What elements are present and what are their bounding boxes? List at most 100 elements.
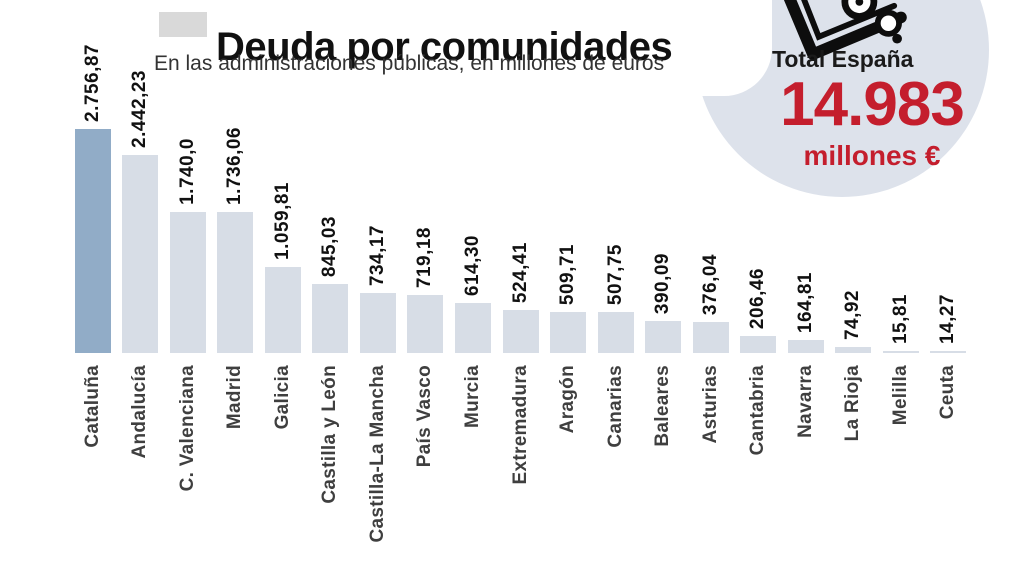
bar-value-label: 74,92 [842, 289, 864, 340]
bar-column: 1.736,06 [212, 127, 260, 353]
bar [502, 310, 539, 353]
bar-value-label: 507,75 [604, 243, 626, 305]
category-label: Cantabria [747, 365, 769, 456]
bar-value-label: 1.736,06 [224, 127, 246, 205]
bar [407, 295, 444, 353]
bar [312, 284, 349, 353]
category-label: Canarias [604, 365, 626, 448]
page-title: Deuda por comunidades [216, 24, 673, 69]
bar [740, 336, 777, 353]
bar-value-label: 1.740,0 [176, 138, 198, 205]
bar-value-label: 524,41 [509, 241, 531, 303]
category-label: Extremadura [509, 365, 531, 485]
bar-value-label: 719,18 [414, 226, 436, 288]
bar-value-label: 15,81 [889, 293, 911, 344]
bar [169, 212, 206, 353]
bar-column: 15,81 [877, 129, 925, 353]
total-unit: millones € [803, 140, 941, 171]
bar-value-label: 509,71 [557, 243, 579, 305]
bar [264, 267, 301, 353]
category-column: Madrid [212, 365, 260, 575]
category-column: La Rioja [830, 365, 878, 575]
bar-column: 164,81 [782, 129, 830, 353]
wallet-coins-icon [783, 0, 907, 60]
bar-column: 390,09 [639, 129, 687, 353]
category-label: Asturias [699, 365, 721, 444]
category-column: Castilla-La Mancha [354, 365, 402, 575]
category-label: Andalucía [129, 365, 151, 459]
category-column: Navarra [782, 365, 830, 575]
category-label: Castilla y León [319, 365, 341, 504]
category-label: Murcia [462, 365, 484, 429]
category-label: C. Valenciana [176, 365, 198, 492]
bar-value-label: 206,46 [747, 267, 769, 329]
bar-value-label: 845,03 [319, 215, 341, 277]
bar [645, 321, 682, 353]
bar [882, 351, 919, 353]
category-column: País Vasco [402, 365, 450, 575]
category-column: Murcia [449, 365, 497, 575]
category-column: Baleares [639, 365, 687, 575]
category-column: Asturias [687, 365, 735, 575]
bar-column: 845,03 [307, 129, 355, 353]
bar [122, 155, 159, 353]
category-label: Baleares [652, 365, 674, 447]
category-column: C. Valenciana [164, 365, 212, 575]
bar-column: 719,18 [402, 129, 450, 353]
bar [217, 212, 254, 353]
bar-column: 614,30 [449, 129, 497, 353]
bar-column: 206,46 [734, 129, 782, 353]
chart-subtitle: En las administraciones públicas, en mil… [154, 52, 665, 75]
bar-value-label: 734,17 [366, 224, 388, 286]
category-label: Castilla-La Mancha [366, 365, 388, 543]
category-label: Navarra [794, 365, 816, 438]
bar-column: 1.059,81 [259, 129, 307, 353]
category-column: Andalucía [117, 365, 165, 575]
bar-chart-category-axis: Cataluña Andalucía C. Valenciana Madrid Gali… [69, 365, 972, 575]
bar-value-label: 614,30 [462, 234, 484, 296]
total-label: Total España [772, 46, 914, 72]
category-label: Madrid [224, 365, 246, 430]
category-column: Cantabria [734, 365, 782, 575]
bar-column: 509,71 [544, 129, 592, 353]
category-label: Galicia [271, 365, 293, 430]
bar [455, 303, 492, 353]
category-column: Ceuta [925, 365, 973, 575]
bar-value-label: 390,09 [652, 252, 674, 314]
bar [930, 351, 967, 353]
bar-value-label: 14,27 [937, 293, 959, 344]
bar [597, 312, 634, 353]
bar-column: 1.740,0 [164, 129, 212, 353]
bar-chart-plot-area: 2.756,87 2.442,23 1.740,0 1.736,06 1.059,81 8… [69, 44, 972, 353]
bar-value-label: 1.059,81 [271, 182, 293, 260]
bar-column: 507,75 [592, 129, 640, 353]
bar [787, 340, 824, 353]
bar [692, 322, 729, 353]
bar-column: 2.756,87 [69, 44, 117, 353]
bar-column: 376,04 [687, 129, 735, 353]
category-column: Canarias [592, 365, 640, 575]
bar-value-label: 2.442,23 [129, 70, 151, 148]
bar-column: 734,17 [354, 129, 402, 353]
title-swatch [159, 12, 207, 37]
bar [550, 312, 587, 353]
bar [835, 347, 872, 353]
title-background [0, 0, 772, 96]
category-label: La Rioja [842, 365, 864, 442]
category-label: Aragón [557, 365, 579, 434]
category-column: Melilla [877, 365, 925, 575]
bar-column: 524,41 [497, 129, 545, 353]
bar-value-label: 164,81 [794, 271, 816, 333]
category-column: Castilla y León [307, 365, 355, 575]
category-label: Ceuta [937, 365, 959, 420]
category-label: País Vasco [414, 365, 436, 468]
bar [359, 293, 396, 353]
bar-value-label: 2.756,87 [81, 44, 103, 122]
bar-column: 2.442,23 [117, 70, 165, 353]
category-label: Cataluña [81, 365, 103, 448]
bar-column: 74,92 [830, 129, 878, 353]
category-column: Extremadura [497, 365, 545, 575]
category-column: Aragón [544, 365, 592, 575]
category-column: Cataluña [69, 365, 117, 575]
